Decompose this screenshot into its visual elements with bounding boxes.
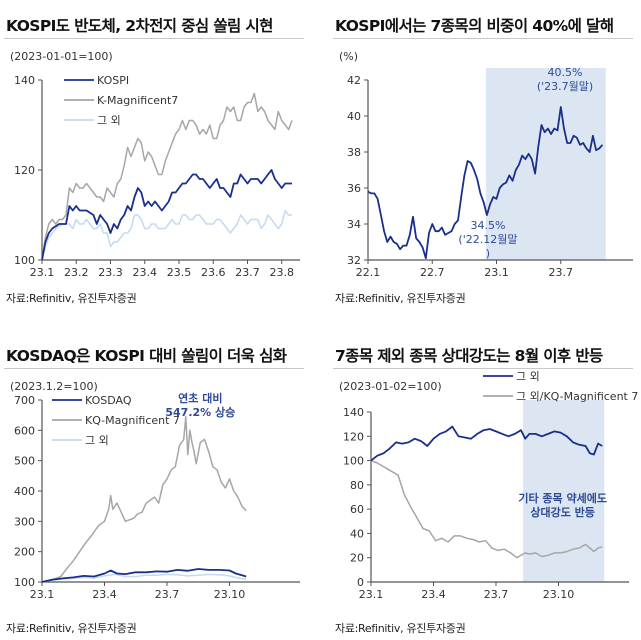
x-tick-label: 23.1 [359,588,384,601]
source-note: 자료:Refinitiv, 유진투자증권 [335,622,466,635]
title-rule [333,368,633,369]
annotation-text: 34.5% [470,219,505,232]
series-line-kosdaq [41,568,247,583]
y-tick-label: 600 [14,424,35,437]
y-tick-label: 140 [14,74,35,87]
series-line-kq-magnificent-7 [370,459,603,559]
x-tick-label: 23.1 [30,266,55,279]
x-tick-label: 23.2 [64,266,89,279]
y-tick-label: 700 [14,394,35,407]
chart-panel-kosdaq-concentration: KOSDAQ은 KOSPI 대비 쏠림이 더욱 심화 (2023.1.2=100… [4,330,316,640]
title-rule [4,38,304,39]
line-chart-relative-strength: 0 20 40 60 80 100 120 140 23.1 23.4 23.7 23.10 그 외그 … [343,370,638,601]
annotation-text: 547.2% 상승 [165,405,235,419]
x-tick-label: 23.8 [269,266,294,279]
x-tick-label: 23.7 [155,588,180,601]
y-tick-label: 20 [350,552,364,565]
y-tick-label: 300 [14,515,35,528]
legend-label: 그 외 [97,114,121,127]
annotation-text: 상대강도 반등 [530,505,595,519]
annotation-text: 40.5% [548,66,583,79]
y-tick-label: 40 [350,527,364,540]
legend-label: KOSPI [97,74,129,87]
x-tick-label: 23.7 [484,588,509,601]
chart-title: KOSDAQ은 KOSPI 대비 쏠림이 더욱 심화 [6,347,287,365]
annotation-text: ) [486,247,490,260]
y-tick-label: 200 [14,546,35,559]
line-chart-kospi-top7-weight: 32 34 36 38 40 42 22.1 22.7 23.1 23.7 40.5%('23.7월… [347,66,633,279]
source-note: 자료:Refinitiv, 유진투자증권 [6,292,137,305]
chart-title: KOSPI도 반도체, 2차전지 중심 쏠림 시현 [6,17,273,35]
legend-label: 그 외 [85,434,109,447]
annotation-text: 기타 종목 약세에도 [518,491,607,505]
x-tick-label: 23.3 [98,266,123,279]
unit-note: (2023.1.2=100) [10,380,98,393]
y-tick-label: 120 [14,164,35,177]
x-tick-label: 23.4 [132,266,157,279]
line-chart-kosdaq-concentration: 100 200 300 400 500 600 700 23.1 23.4 23.7 23.10 KO… [14,391,300,601]
y-tick-label: 42 [347,74,361,87]
x-tick-label: 23.7 [235,266,260,279]
x-tick-label: 23.4 [92,588,117,601]
y-tick-label: 32 [347,254,361,267]
x-tick-label: 23.7 [549,266,574,279]
legend-label: 그 외 [516,370,540,383]
x-tick-label: 23.1 [30,588,55,601]
series-line-kq-magnificent-7 [41,415,247,583]
source-note: 자료:Refinitiv, 유진투자증권 [335,292,466,305]
x-tick-label: 22.7 [420,266,445,279]
legend-label: 그 외/KQ-Magnificent 7 [516,390,638,403]
annotation-text: 연초 대비 [178,391,222,405]
legend-label: K-Magnificent7 [97,94,178,107]
x-tick-label: 23.1 [484,266,509,279]
y-tick-label: 38 [347,146,361,159]
chart-panel-kospi-concentration: KOSPI도 반도체, 2차전지 중심 쏠림 시현 (2023-01-01=10… [4,0,316,310]
annotation-text: ('22.12월말 [458,233,517,246]
annotation-text: ('23.7월말) [537,80,593,93]
x-tick-label: 23.10 [543,588,575,601]
y-tick-label: 100 [14,254,35,267]
chart-panel-kospi-top7-weight: KOSPI에서는 7종목의 비중이 40%에 달해 (%) 32 34 36 38 40… [333,0,641,310]
y-tick-label: 34 [347,218,361,231]
series-line-kospi-7 [367,106,604,260]
x-tick-label: 23.6 [201,266,226,279]
shaded-region [485,68,606,260]
unit-note: (2023-01-01=100) [10,50,113,63]
x-tick-label: 22.1 [356,266,381,279]
x-tick-label: 23.4 [421,588,446,601]
y-tick-label: 40 [347,110,361,123]
title-rule [333,38,633,39]
source-note: 자료:Refinitiv, 유진투자증권 [6,622,137,635]
series-line- [370,425,603,462]
chart-title: 7종목 제외 종목 상대강도는 8월 이후 반등 [335,347,603,365]
chart-panel-relative-strength: 7종목 제외 종목 상대강도는 8월 이후 반등 (2023-01-02=100… [333,330,641,640]
unit-note: (%) [339,50,359,63]
legend-label: KQ-Magnificent 7 [85,414,180,427]
x-tick-label: 23.10 [214,588,246,601]
y-tick-label: 500 [14,455,35,468]
y-tick-label: 100 [14,576,35,589]
series-line- [41,209,292,261]
y-tick-label: 36 [347,182,361,195]
y-tick-label: 80 [350,479,364,492]
series-line-kospi [41,169,292,261]
y-tick-label: 100 [343,455,364,468]
chart-title: KOSPI에서는 7종목의 비중이 40%에 달해 [335,17,614,35]
y-tick-label: 140 [343,406,364,419]
line-chart-kospi-concentration: 100 120 140 23.1 23.2 23.3 23.4 23.5 23.6 23.7 23.… [14,74,300,279]
series-line- [41,573,247,583]
y-tick-label: 0 [357,576,364,589]
title-rule [4,368,304,369]
unit-note: (2023-01-02=100) [339,380,442,393]
y-tick-label: 120 [343,430,364,443]
y-tick-label: 400 [14,485,35,498]
series-line-k-magnificent7 [41,92,293,261]
x-tick-label: 23.5 [167,266,192,279]
y-tick-label: 60 [350,503,364,516]
legend-label: KOSDAQ [85,394,132,407]
